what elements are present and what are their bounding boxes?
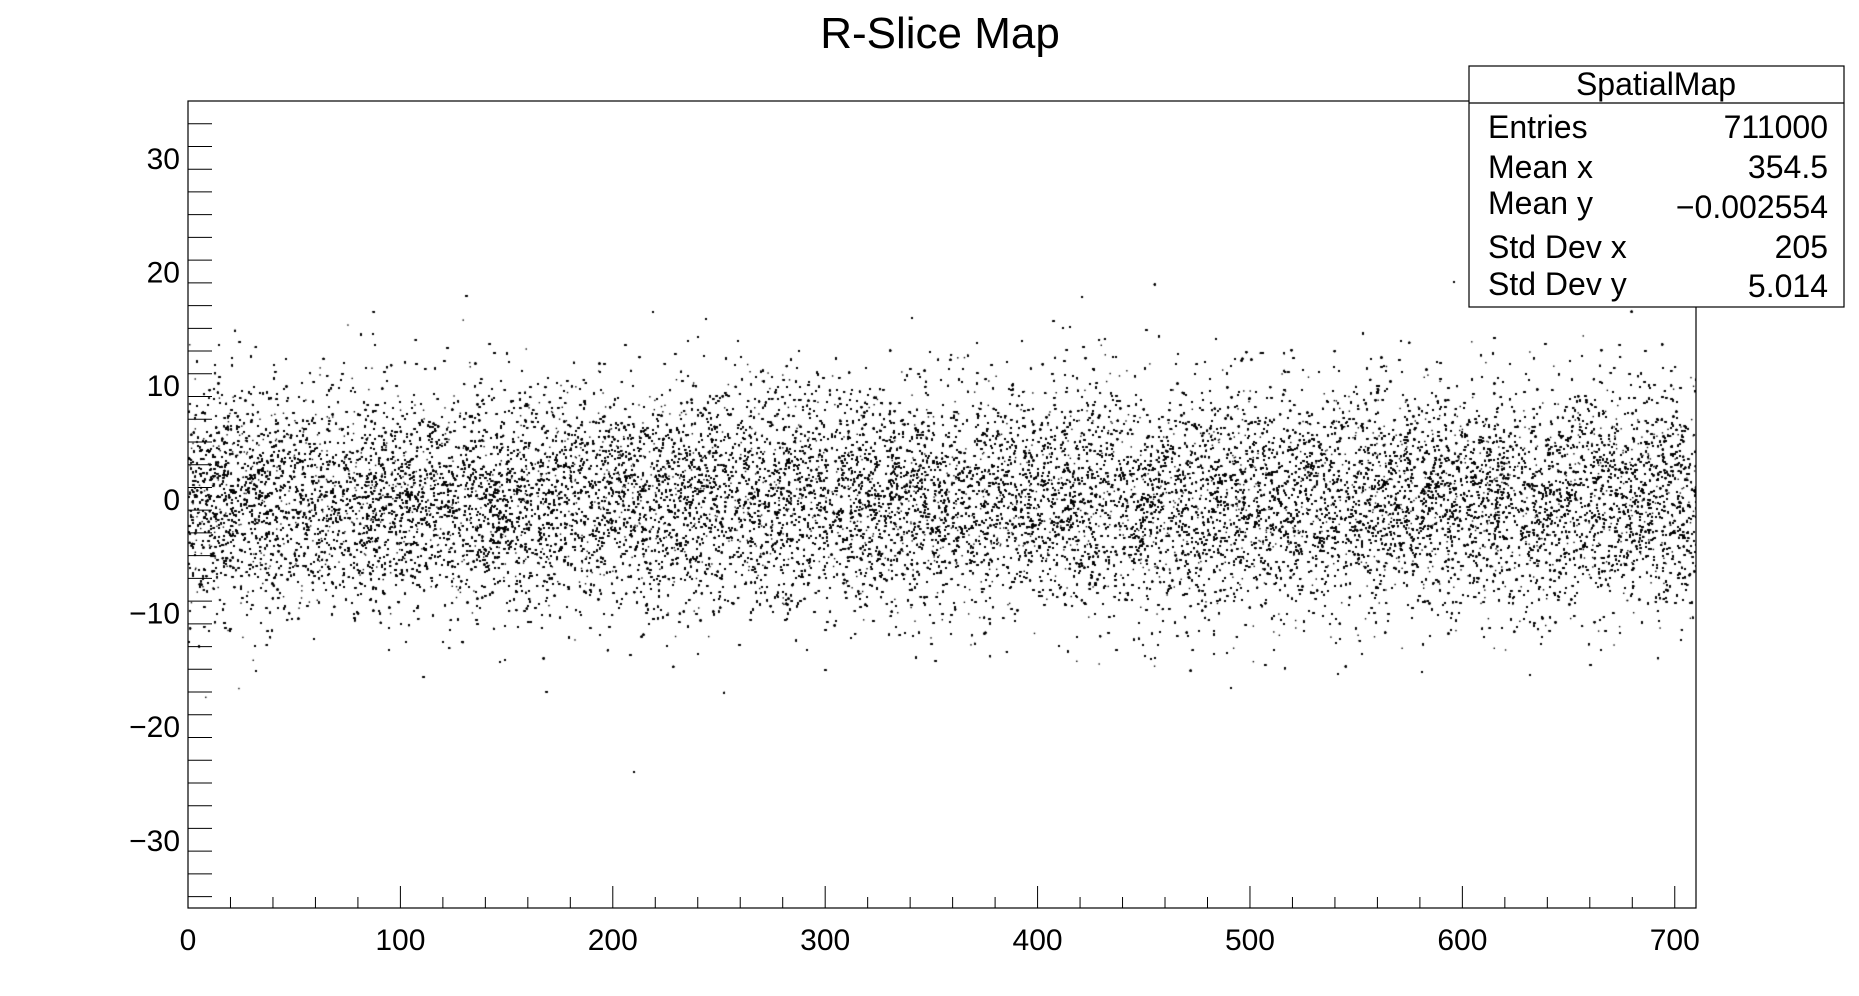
stats-label-mean-y: Mean y: [1488, 185, 1593, 221]
y-tick-label: 10: [147, 370, 180, 403]
y-axis: 30 20 10 0 −10 −20 −30: [129, 100, 212, 898]
chart-title: R-Slice Map: [820, 9, 1060, 58]
y-tick-label: 30: [147, 143, 180, 176]
stats-box-title: SpatialMap: [1576, 66, 1736, 102]
x-tick-label: 300: [800, 924, 850, 957]
stats-label-mean-x: Mean x: [1488, 149, 1593, 185]
stats-value-mean-y: −0.002554: [1676, 189, 1828, 225]
x-tick-label: 200: [588, 924, 638, 957]
stats-value-std-dev-y: 5.014: [1748, 268, 1828, 304]
y-tick-label: −30: [129, 825, 180, 858]
y-tick-label: 0: [163, 484, 180, 517]
x-tick-label: 0: [180, 924, 197, 957]
x-tick-label: 600: [1437, 924, 1487, 957]
scatter-points-layer: [188, 101, 1696, 908]
stats-value-mean-x: 354.5: [1748, 149, 1828, 185]
plot-frame: [187, 100, 1697, 909]
stats-label-entries: Entries: [1488, 109, 1588, 145]
y-tick-label: 20: [147, 256, 180, 289]
x-axis: 0 100 200 300 400 500 600 700: [180, 886, 1700, 957]
x-tick-label: 100: [375, 924, 425, 957]
stats-label-std-dev-y: Std Dev y: [1488, 266, 1627, 302]
stats-box: SpatialMap Entries 711000 Mean x 354.5 M…: [1468, 65, 1845, 308]
stats-value-entries: 711000: [1724, 109, 1828, 145]
stats-box-frame: [1468, 65, 1845, 308]
y-tick-label: −20: [129, 711, 180, 744]
x-tick-label: 500: [1225, 924, 1275, 957]
stats-label-std-dev-x: Std Dev x: [1488, 229, 1627, 265]
y-tick-label: −10: [129, 597, 180, 630]
x-tick-label: 700: [1650, 924, 1700, 957]
stats-value-std-dev-x: 205: [1775, 229, 1828, 265]
x-tick-label: 400: [1013, 924, 1063, 957]
